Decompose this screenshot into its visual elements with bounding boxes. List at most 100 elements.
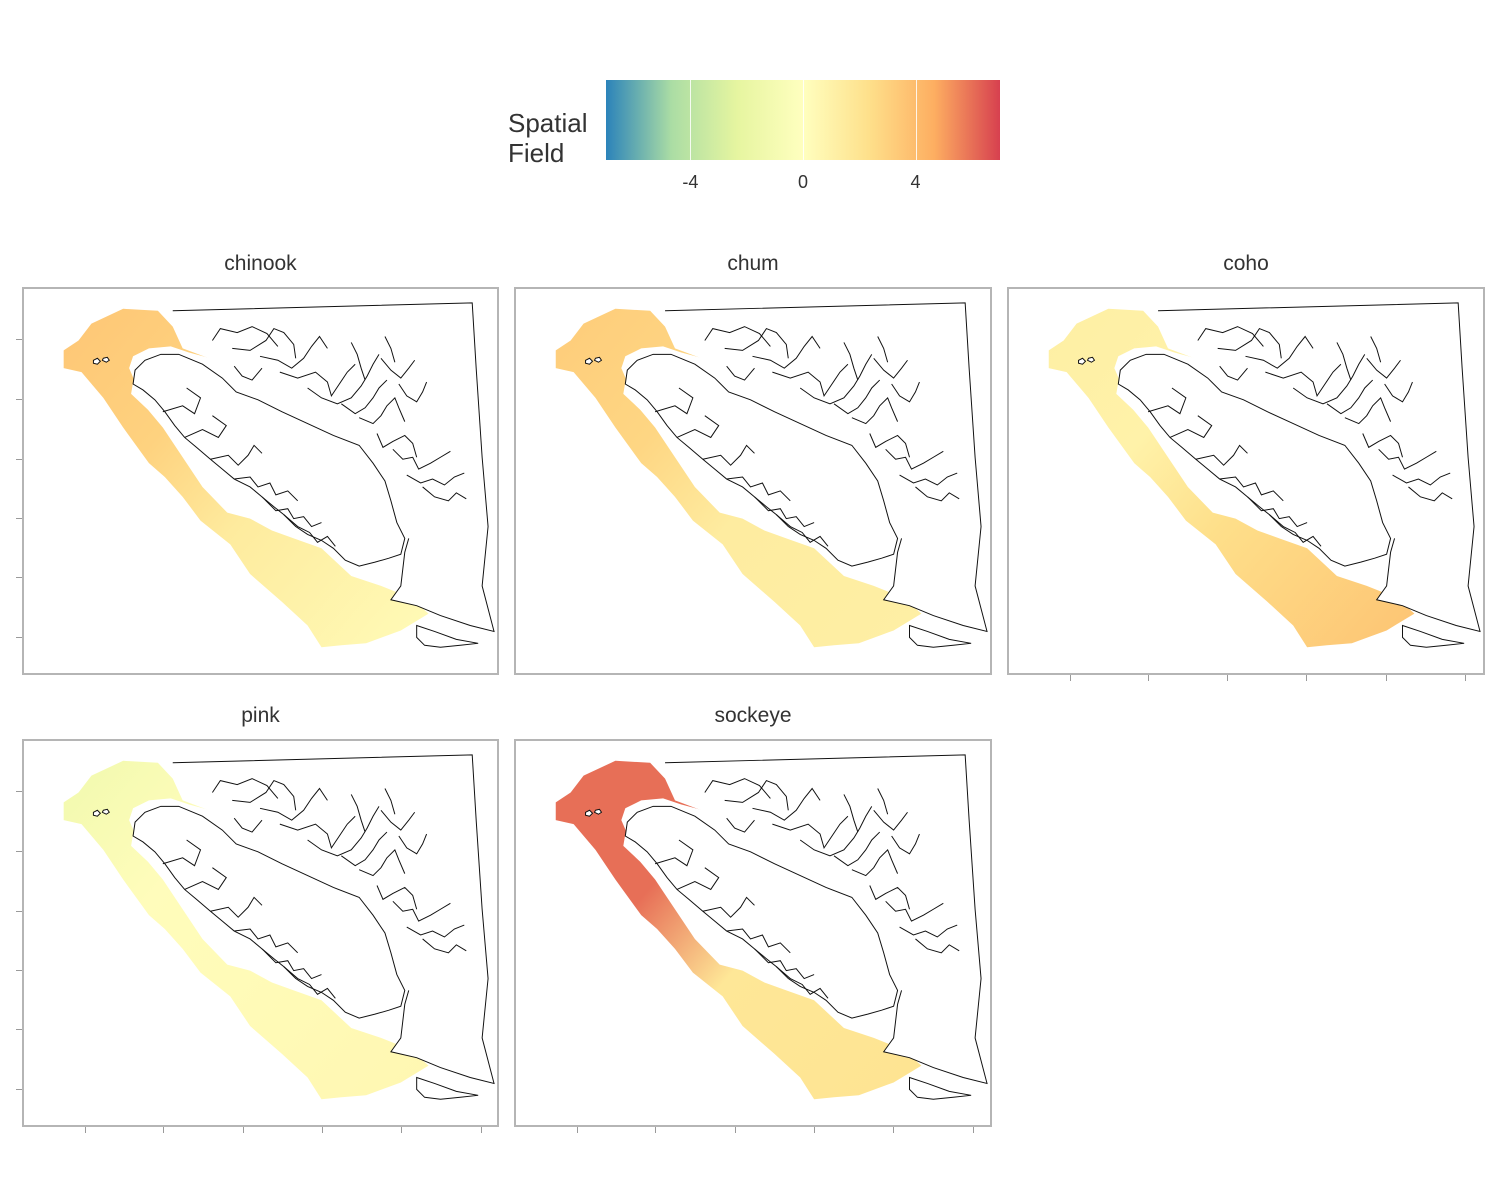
coastline-inlet <box>380 809 416 831</box>
coastline-inlet <box>233 365 263 381</box>
coastline-inlet <box>233 817 263 833</box>
coastline-inlet <box>726 928 791 954</box>
facet-title: coho <box>1223 252 1269 275</box>
coastline-inlet <box>398 833 428 855</box>
coastline-inlet <box>899 472 958 486</box>
mainland-coastline <box>1158 302 1481 633</box>
coastline-inlet <box>799 354 873 405</box>
small-island <box>909 624 972 648</box>
coastline-inlet <box>384 788 396 815</box>
small-island <box>101 808 110 815</box>
small-island <box>1078 357 1087 365</box>
coastline-inlet <box>358 396 406 425</box>
coastline-inlet <box>1336 342 1352 381</box>
coastline-inlet <box>341 831 388 867</box>
coastline-inlet <box>392 448 451 470</box>
facet-title: chum <box>727 252 779 275</box>
coastline-inlet <box>654 839 694 867</box>
coastline-inlet <box>162 387 202 415</box>
axis-tick <box>16 399 22 400</box>
facet-chinook: chinook <box>22 250 499 675</box>
coastline-inlet <box>1384 381 1413 403</box>
coastline-inlet <box>851 396 899 425</box>
coastline-inlet <box>772 815 849 850</box>
axis-tick <box>16 1089 22 1090</box>
facet-title: sockeye <box>714 704 792 727</box>
coastline-inlet <box>279 363 356 398</box>
map-svg <box>1048 302 1481 648</box>
small-island <box>92 357 102 365</box>
coastline-inlet <box>1147 387 1187 415</box>
small-island <box>1402 624 1465 648</box>
legend-tick-label: 4 <box>910 172 921 192</box>
coastline-inlet <box>899 924 958 938</box>
coastline-inlet <box>307 354 380 405</box>
color-legend: Spatial Field -4 0 4 <box>508 80 1008 192</box>
small-island <box>92 809 102 817</box>
coastline-inlet <box>776 966 829 999</box>
coastline-inlet <box>869 433 910 458</box>
facet-title: pink <box>241 704 280 727</box>
axis-tick <box>401 1127 402 1133</box>
legend-title-line1: Spatial <box>508 108 588 138</box>
axis-tick <box>85 1127 86 1133</box>
coastline-inlet <box>676 867 720 891</box>
coastline-inlet <box>915 938 960 954</box>
axis-tick <box>1386 675 1387 681</box>
coastline-inlet <box>422 938 467 954</box>
coastline-inlet <box>915 486 960 502</box>
coastline-inlet <box>891 833 920 855</box>
coastline-inlet <box>676 415 720 439</box>
coastline-inlet <box>726 365 755 381</box>
facet-title: chinook <box>224 252 297 275</box>
axis-tick <box>16 339 22 340</box>
legend-tick-mark <box>803 80 804 160</box>
coastline-inlet <box>232 779 297 811</box>
coastline-inlet <box>799 806 873 857</box>
coastline-inlet <box>843 794 859 833</box>
map-svg <box>555 302 988 648</box>
map-svg <box>555 754 988 1100</box>
coastline-inlet <box>654 387 694 415</box>
axis-tick <box>16 637 22 638</box>
small-island <box>101 356 110 363</box>
axis-tick <box>577 1127 578 1133</box>
small-island <box>593 808 603 815</box>
coastline-inlet <box>384 336 396 363</box>
coastline-inlet <box>754 496 815 528</box>
coastline-inlet <box>1219 365 1248 381</box>
coastline-inlet <box>307 806 380 857</box>
coastline-inlet <box>1370 336 1382 363</box>
small-island <box>593 356 603 363</box>
mainland-coastline <box>172 754 495 1085</box>
coastline-inlet <box>392 900 451 922</box>
mainland-coastline <box>665 754 988 1085</box>
small-island <box>416 624 479 648</box>
facet-coho: coho <box>1007 250 1485 675</box>
coastline-inlet <box>724 327 789 359</box>
legend-tick-mark <box>690 80 692 160</box>
coastline-inlet <box>702 444 755 466</box>
axis-tick <box>16 851 22 852</box>
map-panel <box>514 739 992 1127</box>
axis-tick <box>973 1127 974 1133</box>
coastline-inlet <box>184 415 227 439</box>
coastline-inlet <box>283 966 336 999</box>
coastline-inlet <box>851 848 899 877</box>
coastline-inlet <box>885 900 944 922</box>
axis-tick <box>243 1127 244 1133</box>
map-svg <box>63 302 495 648</box>
legend-title: Spatial Field <box>508 108 588 168</box>
coastline-inlet <box>1265 363 1342 398</box>
coastline-inlet <box>259 335 328 369</box>
coastline-inlet <box>1392 472 1451 486</box>
axis-tick <box>481 1127 482 1133</box>
coastline-inlet <box>283 514 336 547</box>
coastline-inlet <box>776 514 829 547</box>
coastline-inlet <box>422 486 467 502</box>
coastline-inlet <box>833 379 881 415</box>
legend-tick-label: 0 <box>797 172 809 192</box>
coastline-inlet <box>376 433 418 458</box>
coastline-inlet <box>752 787 821 821</box>
legend-title-line2: Field <box>508 138 565 168</box>
